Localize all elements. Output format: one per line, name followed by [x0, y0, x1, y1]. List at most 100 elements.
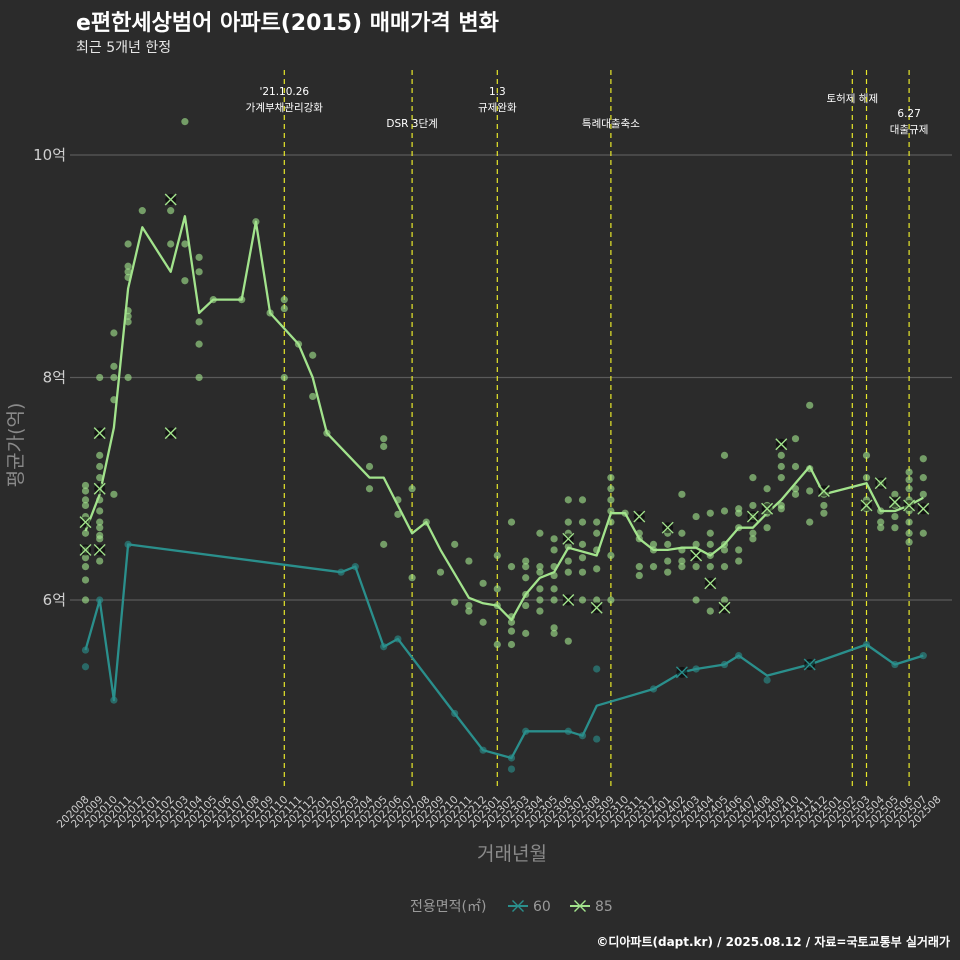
data-point	[905, 485, 913, 493]
cross-marker	[633, 510, 646, 523]
gridlines: 6억 8억 10억	[33, 146, 952, 609]
data-point	[493, 640, 501, 649]
data-point	[891, 512, 899, 521]
data-point	[692, 596, 700, 604]
data-point	[380, 435, 388, 443]
data-point	[507, 563, 516, 571]
data-point	[578, 518, 587, 526]
cross-marker	[562, 594, 575, 606]
cross-marker	[690, 549, 703, 562]
cross-marker	[512, 900, 524, 912]
data-point	[394, 510, 402, 518]
cross-marker	[874, 477, 887, 490]
data-point	[451, 540, 459, 548]
data-point	[749, 535, 757, 543]
data-point	[720, 451, 729, 459]
data-point	[749, 529, 757, 537]
data-point	[806, 487, 814, 495]
data-point	[465, 601, 473, 610]
data-point	[195, 373, 203, 382]
data-point	[607, 474, 615, 482]
data-point	[536, 563, 544, 571]
data-point	[96, 451, 104, 459]
data-point	[522, 563, 530, 571]
data-point	[110, 490, 118, 498]
cross-marker	[93, 427, 106, 440]
data-point	[96, 462, 104, 471]
data-point	[507, 765, 516, 773]
data-point	[720, 546, 729, 554]
data-point	[678, 490, 686, 498]
data-point	[436, 568, 445, 576]
series-85	[79, 118, 930, 649]
data-point	[81, 554, 90, 562]
data-point	[280, 373, 288, 382]
cross-marker	[164, 193, 177, 206]
data-point	[777, 462, 785, 471]
data-point	[81, 576, 90, 584]
data-point	[706, 509, 714, 517]
data-point	[607, 496, 615, 504]
data-point	[81, 529, 90, 537]
data-point	[763, 485, 771, 493]
series-line-60	[84, 543, 924, 760]
data-point	[749, 474, 757, 482]
data-point	[905, 518, 913, 526]
data-point	[749, 501, 757, 510]
data-point	[167, 240, 175, 248]
data-point	[564, 637, 572, 645]
data-point	[692, 512, 700, 521]
data-point	[536, 596, 544, 604]
data-point	[365, 462, 374, 471]
data-point	[862, 474, 871, 482]
data-point	[649, 540, 658, 548]
data-point	[96, 518, 104, 526]
cross-marker	[704, 577, 717, 590]
cross-marker	[574, 900, 586, 912]
data-point	[536, 529, 544, 537]
cross-marker	[675, 666, 688, 679]
data-point	[706, 563, 714, 571]
data-point	[124, 262, 132, 270]
cross-marker	[917, 502, 930, 515]
event-label: 가계부채관리강화	[246, 102, 324, 114]
data-point	[692, 540, 700, 548]
data-point	[593, 565, 601, 573]
cross-marker	[661, 521, 674, 534]
data-point	[678, 557, 686, 565]
data-point	[777, 505, 785, 513]
series-group	[79, 118, 930, 773]
data-point	[578, 596, 587, 604]
data-point	[919, 455, 927, 463]
cross-marker	[93, 543, 106, 556]
data-point	[96, 557, 104, 565]
data-point	[593, 665, 601, 673]
data-point	[522, 601, 530, 610]
data-point	[791, 462, 800, 471]
cross-marker	[746, 510, 759, 523]
data-point	[720, 563, 729, 571]
y-tick-label: 8억	[43, 369, 66, 387]
series-60	[81, 540, 927, 773]
data-point	[706, 529, 714, 537]
data-point	[593, 518, 601, 526]
data-point	[96, 535, 104, 543]
data-point	[493, 551, 501, 560]
data-point	[81, 596, 90, 604]
data-point	[891, 490, 899, 498]
data-point	[479, 579, 487, 587]
legend: 전용면적(㎡) 60 85	[410, 899, 613, 915]
cross-marker	[860, 499, 873, 512]
data-point	[493, 585, 501, 593]
event-label: 대출규제	[890, 124, 929, 136]
legend-label: 85	[595, 899, 613, 915]
event-label: 규제완화	[478, 101, 517, 114]
data-point	[96, 373, 104, 382]
legend-title: 전용면적(㎡)	[410, 899, 486, 915]
data-point	[763, 524, 771, 532]
data-point	[124, 268, 132, 276]
data-point	[735, 509, 743, 517]
